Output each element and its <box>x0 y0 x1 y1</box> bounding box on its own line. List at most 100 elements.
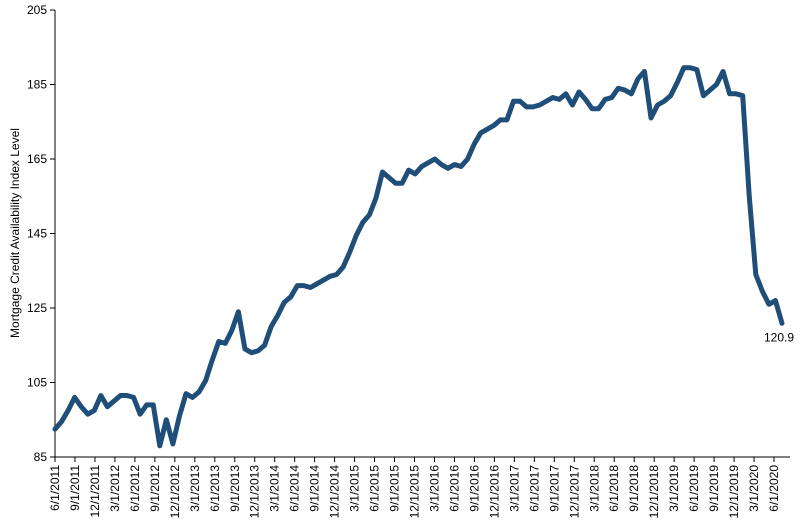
annotation-layer: 120.9 <box>764 330 794 344</box>
data-point <box>171 442 174 445</box>
data-point <box>132 396 135 399</box>
x-tick-label: 12/1/2017 <box>567 465 581 519</box>
data-point <box>499 118 502 121</box>
series-layer <box>52 65 785 449</box>
data-point <box>433 158 436 161</box>
data-point <box>604 98 607 101</box>
data-point <box>315 282 318 285</box>
data-point <box>289 295 292 298</box>
data-point <box>224 342 227 345</box>
x-tick-label: 6/1/2019 <box>687 465 701 512</box>
x-tick-label: 3/1/2019 <box>667 465 681 512</box>
x-tick-label: 3/1/2017 <box>507 465 521 512</box>
data-point <box>106 405 109 408</box>
data-point <box>211 359 214 362</box>
data-point <box>302 284 305 287</box>
data-point <box>466 158 469 161</box>
data-point <box>558 98 561 101</box>
data-point <box>237 310 240 313</box>
data-point <box>597 107 600 110</box>
x-tick-label: 12/1/2013 <box>248 465 262 519</box>
data-point <box>473 143 476 146</box>
data-point <box>564 92 567 95</box>
data-point <box>636 77 639 80</box>
data-point <box>322 279 325 282</box>
x-tick-label: 6/1/2020 <box>767 465 781 512</box>
data-point <box>702 94 705 97</box>
x-tick-label: 6/1/2015 <box>368 465 382 512</box>
data-point <box>184 392 187 395</box>
x-tick-label: 3/1/2016 <box>427 465 441 512</box>
data-point <box>761 290 764 293</box>
data-point <box>676 81 679 84</box>
series-line <box>52 65 785 449</box>
x-tick-label: 12/1/2016 <box>487 465 501 519</box>
x-tick-label: 9/1/2013 <box>228 465 242 512</box>
data-point <box>361 221 364 224</box>
x-tick-label: 3/1/2014 <box>268 465 282 512</box>
data-point <box>650 117 653 120</box>
data-point <box>342 266 345 269</box>
data-point <box>519 100 522 103</box>
x-tick-label: 6/1/2018 <box>607 465 621 512</box>
data-point <box>270 325 273 328</box>
x-tick-label: 12/1/2012 <box>168 465 182 519</box>
x-tick-label: 12/1/2014 <box>328 465 342 519</box>
data-point <box>86 413 89 416</box>
data-point <box>689 66 692 69</box>
data-point <box>329 275 332 278</box>
x-tick-label: 3/1/2013 <box>188 465 202 512</box>
data-point <box>754 273 757 276</box>
data-point <box>781 322 784 325</box>
data-point <box>217 340 220 343</box>
data-point <box>204 379 207 382</box>
data-point <box>93 409 96 412</box>
data-point <box>348 251 351 254</box>
data-point <box>355 234 358 237</box>
x-tick-label: 9/1/2016 <box>467 465 481 512</box>
x-tick-label: 9/1/2011 <box>68 465 82 511</box>
data-point <box>617 87 620 90</box>
data-point <box>381 171 384 174</box>
data-point <box>453 163 456 166</box>
data-point <box>446 167 449 170</box>
y-tick-label: 205 <box>27 3 47 17</box>
data-point <box>67 409 70 412</box>
data-point <box>283 301 286 304</box>
data-point <box>715 83 718 86</box>
data-point <box>525 105 528 108</box>
data-point <box>623 89 626 92</box>
data-point <box>198 390 201 393</box>
data-point <box>440 163 443 166</box>
data-point <box>165 418 168 421</box>
x-tick-label: 9/1/2019 <box>707 465 721 512</box>
data-point <box>420 165 423 168</box>
data-point <box>663 100 666 103</box>
x-axis-ticks: 6/1/2011 9/1/2011 12/1/2011 3/1/2012 6/1/201… <box>48 457 781 518</box>
data-point <box>139 413 142 416</box>
data-point <box>460 165 463 168</box>
data-point <box>532 105 535 108</box>
data-point <box>427 161 430 164</box>
data-point <box>748 195 751 198</box>
data-point <box>741 94 744 97</box>
x-tick-label: 3/1/2020 <box>747 465 761 512</box>
data-point <box>374 197 377 200</box>
data-point <box>479 131 482 134</box>
data-point <box>728 92 731 95</box>
data-point <box>257 349 260 352</box>
data-point <box>119 394 122 397</box>
data-point <box>767 303 770 306</box>
data-point <box>682 66 685 69</box>
data-point <box>577 90 580 93</box>
data-point <box>505 118 508 121</box>
data-point <box>708 89 711 92</box>
data-point <box>512 100 515 103</box>
data-point <box>643 70 646 73</box>
y-tick-label: 165 <box>27 152 47 166</box>
data-point <box>486 128 489 131</box>
data-point <box>152 403 155 406</box>
data-point <box>191 396 194 399</box>
data-point <box>630 92 633 95</box>
data-point <box>80 405 83 408</box>
